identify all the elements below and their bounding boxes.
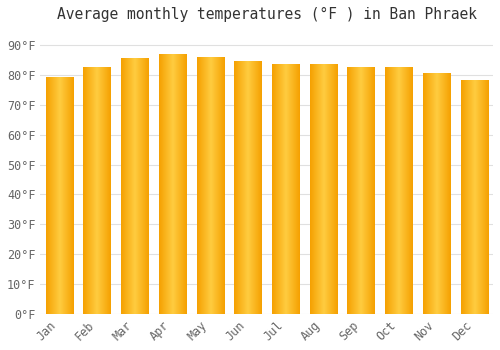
Title: Average monthly temperatures (°F ) in Ban Phraek: Average monthly temperatures (°F ) in Ba… [56, 7, 476, 22]
